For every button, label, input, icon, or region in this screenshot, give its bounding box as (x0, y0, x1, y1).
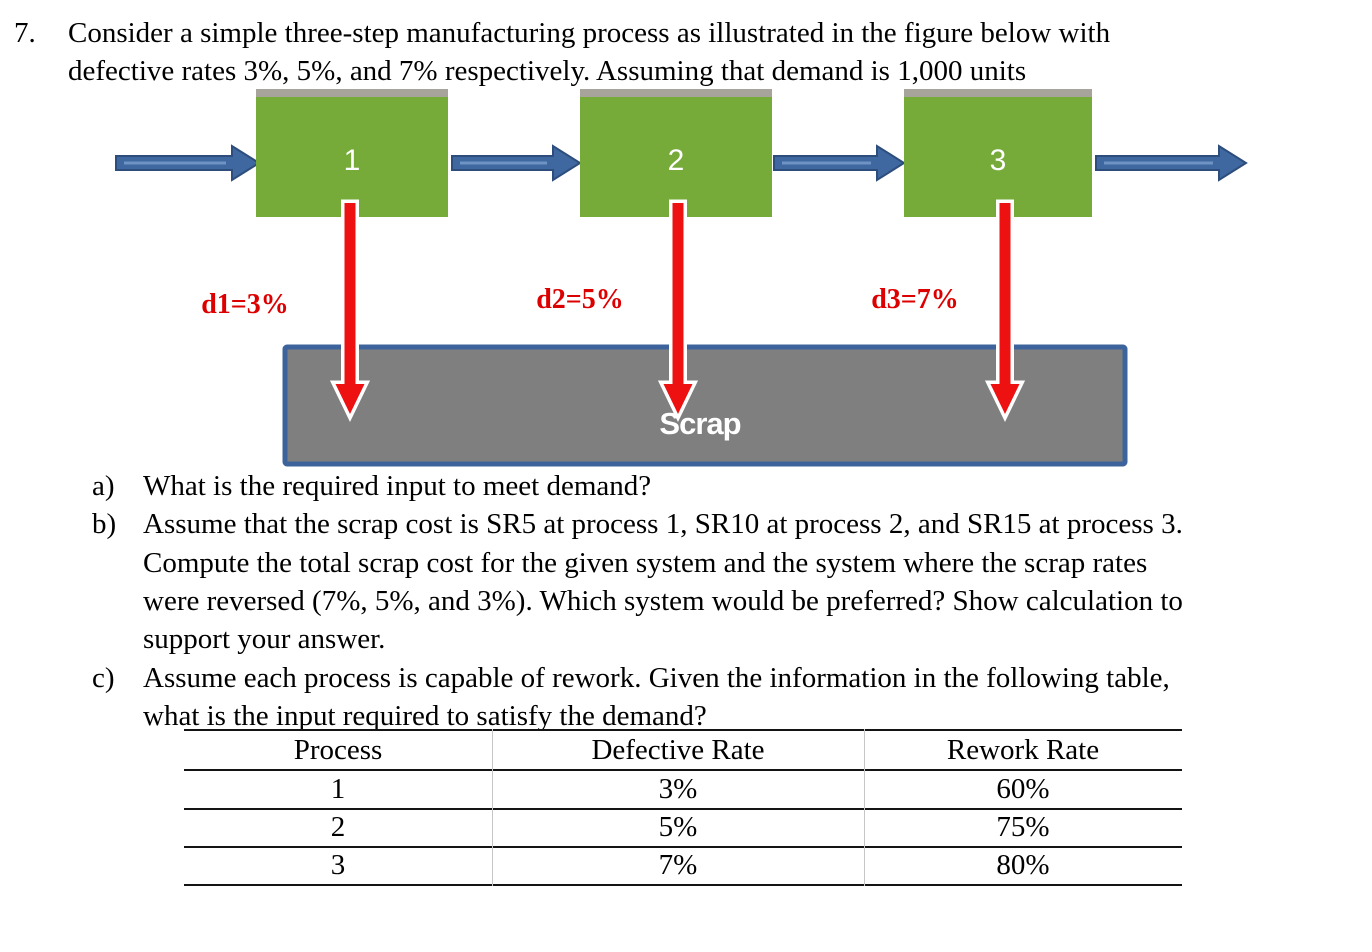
question-c-line-1: Assume each process is capable of rework… (143, 662, 1170, 694)
table-cell: 3% (658, 773, 698, 805)
question-c-marker: c) (92, 662, 115, 694)
question-b-line-2: Compute the total scrap cost for the giv… (143, 547, 1148, 579)
flow-arrow-input (115, 144, 261, 182)
process-box-2-label: 2 (668, 144, 685, 177)
process-box-1-label: 1 (344, 144, 361, 177)
table-cell: 2 (330, 811, 346, 843)
table-header-defective-rate: Defective Rate (591, 734, 765, 766)
process-box-3-label: 3 (990, 144, 1007, 177)
problem-number: 7. (14, 17, 36, 49)
question-a-marker: a) (92, 470, 115, 502)
table-cell: 7% (658, 849, 698, 881)
table-rule-header (184, 769, 1182, 771)
defect-label-2: d2=5% (536, 284, 624, 315)
defect-label-1: d1=3% (201, 289, 289, 320)
problem-heading: 7. Consider a simple three-step manufact… (14, 14, 1110, 90)
table-cell: 80% (996, 849, 1050, 881)
table-row: 2 5% 75% (184, 809, 1182, 845)
question-a: a) What is the required input to meet dem… (92, 467, 651, 505)
question-a-line-1: What is the required input to meet deman… (143, 470, 652, 502)
question-b-line-4: support your answer. (143, 623, 386, 655)
defect-label-3: d3=7% (871, 284, 959, 315)
question-b-marker: b) (92, 508, 117, 540)
problem-heading-line-2: defective rates 3%, 5%, and 7% respectiv… (68, 55, 1027, 87)
scrap-arrow-2 (657, 199, 699, 423)
table-cell: 75% (996, 811, 1050, 843)
scrap-arrow-3 (984, 199, 1026, 423)
scrap-box (282, 344, 1128, 467)
table-rule-top (184, 729, 1182, 731)
problem-heading-text: Consider a simple three-step manufacturi… (68, 14, 1110, 90)
table-cell: 5% (658, 811, 698, 843)
scrap-arrow-1 (329, 199, 371, 423)
table-header-process: Process (293, 734, 383, 766)
flow-arrow-1-2 (451, 144, 582, 182)
process-box-2: 2 (580, 89, 772, 217)
process-box-3: 3 (904, 89, 1092, 217)
table-header-rework-rate: Rework Rate (946, 734, 1100, 766)
table-column-separator-1 (492, 729, 493, 886)
flow-arrow-2-3 (773, 144, 906, 182)
table-rule-row-2 (184, 846, 1182, 848)
process-flow-diagram: 1 2 3 Scrap d1=3% d2=5% d3=7% (115, 89, 1248, 467)
table-cell: 60% (996, 773, 1050, 805)
table-cell: 3 (330, 849, 346, 881)
table-rule-bottom (184, 884, 1182, 886)
question-b-line-1: Assume that the scrap cost is SR5 at pro… (143, 508, 1183, 540)
table-cell: 1 (330, 773, 346, 805)
rework-table: Process Defective Rate Rework Rate 1 3% … (184, 729, 1182, 889)
question-b-line-3: were reversed (7%, 5%, and 3%). Which sy… (143, 585, 1183, 617)
scrap-label: Scrap (659, 406, 740, 441)
table-rule-row-1 (184, 808, 1182, 810)
table-row: 3 7% 80% (184, 847, 1182, 883)
table-header-row: Process Defective Rate Rework Rate (184, 732, 1182, 768)
question-c-line-2: what is the input required to satisfy th… (143, 700, 707, 732)
question-c: c) Assume each process is capable of rewo… (92, 659, 1170, 697)
process-box-1: 1 (256, 89, 448, 217)
table-row: 1 3% 60% (184, 771, 1182, 807)
problem-heading-line-1: Consider a simple three-step manufacturi… (68, 17, 1111, 49)
question-b: b) Assume that the scrap cost is SR5 at p… (92, 505, 1183, 543)
table-column-separator-2 (864, 729, 865, 886)
flow-arrow-output (1095, 144, 1248, 182)
